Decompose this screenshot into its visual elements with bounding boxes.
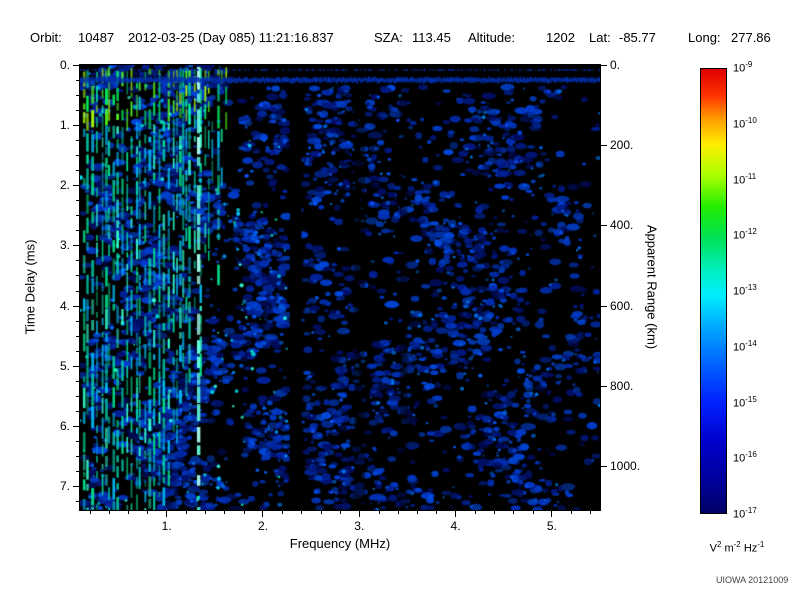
x-axis-tick [166,511,168,517]
y-axis-tick-label: 7. [59,478,70,493]
y-axis-label-left: Time Delay (ms) [22,239,38,335]
y-axis-tick-label: 3. [59,238,70,253]
right-axis-tick-label: 200. [610,138,634,153]
x-axis-tick [551,511,553,517]
right-axis-tick-label: 0. [610,58,621,72]
x-axis-minor-tick [108,511,110,514]
x-axis-minor-tick [532,511,534,514]
x-axis-tick-label: 2. [257,519,268,533]
header-item: 1202 [546,30,575,45]
y-axis-tick-label: 4. [59,298,70,313]
right-axis-tick [601,305,607,307]
x-axis-minor-tick [340,511,341,514]
x-axis-minor-tick [89,511,91,514]
colorbar-unit-label: V2 m-2 Hz-1 [709,540,765,555]
y-axis-tick-label: 2. [59,178,70,193]
x-axis-tick-label: 3. [354,519,365,533]
right-axis-tick [601,65,607,66]
x-axis-tick [262,511,264,517]
x-axis-minor-tick [243,511,245,514]
x-axis-minor-tick [513,511,515,514]
x-axis-tick [455,511,457,517]
x-axis-minor-tick [185,511,187,514]
right-axis-tick [601,385,607,387]
y-axis-tick-label: 1. [59,118,70,133]
x-axis-tick-label: 4. [450,519,461,533]
header-item: Altitude: [468,30,515,45]
y-axis-tick-label: 0. [59,58,70,72]
y-axis-tick-label: 5. [59,358,70,373]
x-axis-minor-tick [320,511,322,514]
x-axis-minor-tick [378,511,380,514]
x-axis-minor-tick [590,511,592,514]
x-axis-tick-label: 5. [546,519,557,533]
colorbar-tick-label: 10-11 [733,171,757,187]
x-axis-label: Frequency (MHz) [289,536,391,551]
right-axis-tick [601,225,607,227]
header-item: 113.45 [412,30,451,45]
colorbar-tick-label: 10-16 [733,450,757,465]
x-axis-tick [358,511,360,517]
x-axis-minor-tick [282,511,284,514]
spectrogram-canvas [80,65,600,510]
right-axis-tick-label: 1000. [610,458,641,473]
header-item: 2012-03-25 (Day 085) 11:21:16.837 [128,30,334,45]
x-axis-minor-tick [205,511,207,514]
credit-text: UIOWA 20121009 [716,575,789,585]
header-item: Lat: [589,30,611,45]
header-item: Orbit: [30,30,62,45]
y-axis-label-right: Apparent Range (km) [644,224,660,350]
right-axis-tick-label: 800. [610,378,634,393]
x-axis-minor-tick [147,511,149,514]
colorbar-tick-label: 10-10 [733,115,757,131]
colorbar-tick-label: 10-9 [733,60,753,75]
header-item: SZA: [374,30,403,45]
right-axis-tick [601,465,607,467]
x-axis-minor-tick [474,511,476,514]
plot-frame [79,64,601,511]
x-axis-minor-tick [494,511,496,514]
x-axis-minor-tick [571,511,573,514]
colorbar-gradient [700,68,727,514]
colorbar-tick-label: 10-13 [733,283,757,298]
x-axis-minor-tick [397,511,399,514]
right-axis-tick [601,145,607,147]
header-item: -85.77 [619,30,656,45]
x-axis-minor-tick [224,511,226,514]
header-item: 10487 [78,30,115,45]
x-axis-tick-label: 1. [161,519,172,533]
header-item: Long: [688,30,721,45]
colorbar-tick-label: 10-17 [733,506,757,521]
x-axis-minor-tick [301,511,303,514]
header-info: Orbit: 10487 2012-03-25 (Day 085) 11:21:16… [0,30,800,48]
x-axis-minor-tick [417,511,419,514]
x-axis-minor-tick [436,511,438,514]
colorbar-tick-label: 10-12 [733,227,757,242]
y-axis-tick-label: 6. [59,418,70,433]
colorbar-tick-label: 10-15 [733,394,757,410]
colorbar-tick-label: 10-14 [733,338,757,354]
x-axis-minor-tick [128,511,130,514]
header-item: 277.86 [731,30,771,45]
